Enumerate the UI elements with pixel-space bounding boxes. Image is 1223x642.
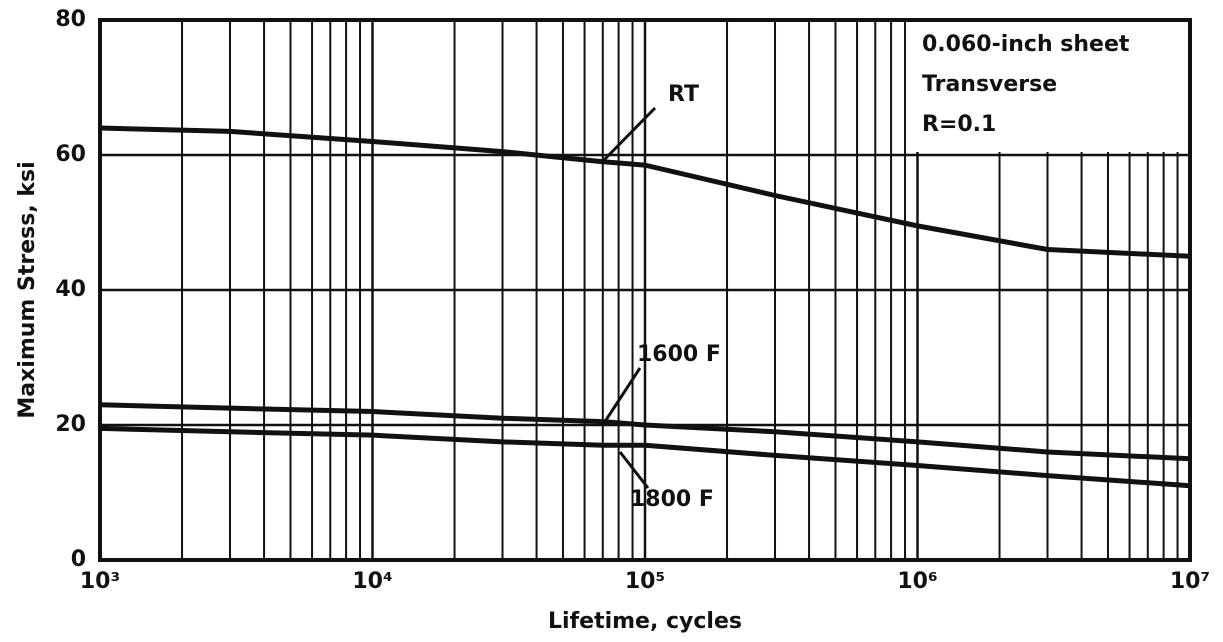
series-line — [99, 402, 1191, 462]
leader-line — [604, 367, 642, 421]
series-label: RT — [668, 82, 699, 107]
annotation: Transverse — [922, 72, 1057, 97]
series-line — [99, 125, 1191, 259]
y-axis-label: Maximum Stress, ksi — [15, 161, 40, 418]
plot-frame — [98, 18, 1192, 562]
series-line — [99, 425, 1191, 489]
y-tick-label: 40 — [55, 277, 86, 302]
y-tick-label: 0 — [71, 547, 86, 572]
annotation-box — [915, 22, 1188, 152]
x-tick-label: 10⁵ — [625, 569, 665, 594]
x-tick-label: 10⁴ — [352, 569, 392, 594]
y-tick-label: 20 — [55, 412, 86, 437]
x-axis-label: Lifetime, cycles — [548, 609, 742, 634]
x-tick-label: 10⁷ — [1170, 569, 1210, 594]
x-tick-label: 10⁶ — [897, 569, 937, 594]
y-tick-label: 80 — [55, 7, 86, 32]
x-tick-label: 10³ — [80, 569, 120, 594]
leader-line — [618, 451, 650, 489]
y-tick-label: 60 — [55, 142, 86, 167]
leader-line — [602, 106, 657, 162]
annotation: R=0.1 — [922, 112, 996, 137]
annotation: 0.060-inch sheet — [922, 32, 1130, 57]
series-label: 1800 F — [630, 487, 714, 512]
series-label: 1600 F — [637, 342, 721, 367]
